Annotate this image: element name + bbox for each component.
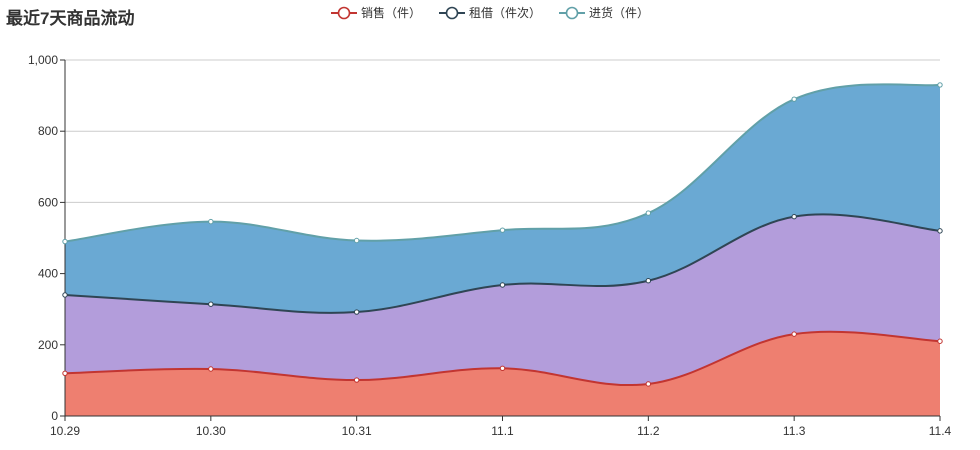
legend-restock-label: 进货（件） <box>589 4 649 21</box>
legend-rental-marker-icon <box>439 6 465 20</box>
data-point-s1-2 <box>354 310 358 314</box>
y-tick-label: 0 <box>51 409 58 423</box>
x-tick-label: 11.2 <box>637 424 660 438</box>
legend-item-sales[interactable]: 销售（件） <box>331 4 421 21</box>
data-point-s1-3 <box>500 283 504 287</box>
legend: 销售（件） 租借（件次） 进货（件） <box>0 4 980 21</box>
x-tick-label: 10.29 <box>50 424 80 438</box>
legend-sales-label: 销售（件） <box>361 4 421 21</box>
data-point-s0-6 <box>938 339 942 343</box>
data-point-s0-1 <box>209 367 213 371</box>
legend-item-rental[interactable]: 租借（件次） <box>439 4 541 21</box>
data-point-s1-6 <box>938 229 942 233</box>
data-point-s0-3 <box>500 366 504 370</box>
legend-restock-marker-icon <box>559 6 585 20</box>
data-point-s2-6 <box>938 83 942 87</box>
data-point-s2-3 <box>500 228 504 232</box>
data-point-s1-1 <box>209 302 213 306</box>
y-tick-label: 1,000 <box>28 53 58 67</box>
data-point-s1-5 <box>792 214 796 218</box>
y-tick-label: 600 <box>38 195 58 209</box>
x-tick-label: 11.1 <box>491 424 514 438</box>
legend-item-restock[interactable]: 进货（件） <box>559 4 649 21</box>
legend-rental-label: 租借（件次） <box>469 4 541 21</box>
y-tick-label: 800 <box>38 124 58 138</box>
data-point-s1-0 <box>63 293 67 297</box>
data-point-s2-4 <box>646 211 650 215</box>
data-point-s0-0 <box>63 371 67 375</box>
data-point-s1-4 <box>646 279 650 283</box>
data-point-s2-5 <box>792 97 796 101</box>
data-point-s2-2 <box>354 238 358 242</box>
data-point-s2-1 <box>209 219 213 223</box>
x-tick-label: 11.3 <box>783 424 806 438</box>
legend-sales-marker-icon <box>331 6 357 20</box>
x-tick-label: 10.31 <box>342 424 372 438</box>
y-tick-label: 400 <box>38 267 58 281</box>
data-point-s0-5 <box>792 332 796 336</box>
x-tick-label: 11.4 <box>929 424 952 438</box>
data-point-s0-2 <box>354 378 358 382</box>
data-point-s0-4 <box>646 382 650 386</box>
x-tick-label: 10.30 <box>196 424 226 438</box>
data-point-s2-0 <box>63 239 67 243</box>
y-tick-label: 200 <box>38 338 58 352</box>
